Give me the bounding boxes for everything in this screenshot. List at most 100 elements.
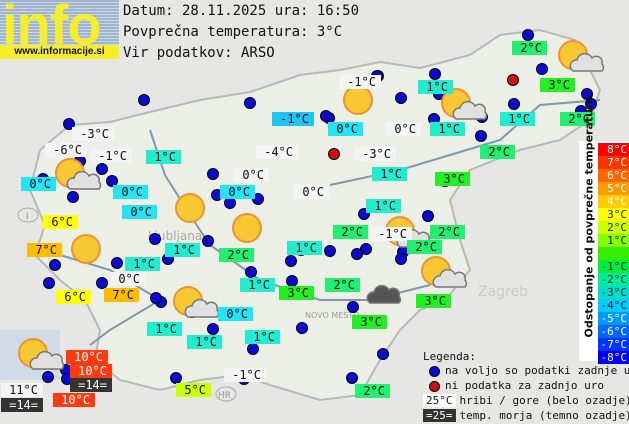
station-temperature: 0°C [386,122,421,136]
station-temperature: -6°C [45,143,87,157]
legend-station-missing: ni podatka za zadnjo uro [429,379,604,392]
station-dot[interactable] [581,88,593,100]
station-temperature: 0°C [294,185,329,199]
station-temperature: 7°C [104,288,139,302]
logo-url[interactable]: www.informacije.si [0,45,119,59]
station-dot[interactable] [508,98,520,110]
station-dot[interactable] [395,92,407,104]
legend-sea-text: temp. morja (temno ozadje) [459,409,629,422]
scale-cell: -2°C [598,273,629,286]
station-dot[interactable] [296,322,308,334]
station-dot[interactable] [49,259,61,271]
temperature-scale: Odstopanje od povprečne temperature: 8°C… [579,91,629,364]
station-temperature: 0°C [110,272,145,286]
station-dot[interactable] [202,235,214,247]
station-temperature: -1°C [90,149,132,163]
scale-cell: -3°C [598,286,629,299]
station-dot[interactable] [422,210,434,222]
map-label-novo-mesto: NOVO MESTO [305,311,360,320]
station-temperature: 0°C [122,205,157,219]
station-dot[interactable] [247,343,259,355]
station-dot[interactable] [522,29,534,41]
station-dot[interactable] [395,253,407,265]
station-dot[interactable] [207,168,219,180]
map-label-ljubljana: Ljubljana [148,229,202,243]
station-temperature: 1°C [125,257,160,271]
sun-icon [66,229,122,277]
scale-cell: 6°C [598,169,629,182]
mountain-sample: 25°C [423,394,456,407]
station-dot[interactable] [324,245,336,257]
sun-icon [227,208,283,256]
station-dot[interactable] [320,110,332,122]
station-temperature: =14= [1,398,43,412]
scale-cell: -7°C [598,338,629,351]
station-dot[interactable] [96,277,108,289]
station-dot[interactable] [536,63,548,75]
map-label-hr: HR [218,391,231,401]
legend-station-ok-text: na voljo so podatki zadnje ure [445,364,629,377]
station-temperature: =14= [70,378,112,392]
station-dot[interactable] [138,94,150,106]
border-marker-hr [215,386,237,402]
legend-title: Legenda: [423,350,476,363]
station-temperature: 0°C [220,185,255,199]
station-dot[interactable] [429,68,441,80]
station-temperature: 1°C [430,122,465,136]
station-dot[interactable] [377,348,389,360]
station-dot[interactable] [285,255,297,267]
station-dot[interactable] [106,175,118,187]
legend-mountain: 25°C hribi / gore (belo ozadje) [423,394,629,407]
station-dot[interactable] [96,163,108,175]
station-temperature: 1°C [187,335,222,349]
station-dot[interactable] [346,372,358,384]
station-dot[interactable] [149,233,161,245]
station-dot[interactable] [67,191,79,203]
partly-cloudy-icon [52,155,108,203]
scale-cell: 5°C [598,182,629,195]
station-dot[interactable] [42,371,54,383]
station-temperature: 6°C [56,290,91,304]
partly-cloudy-icon [555,37,611,85]
station-temperature: 1°C [372,167,407,181]
station-temperature: 3°C [279,286,314,300]
scale-cell: 8°C [598,143,629,156]
scale-cell [598,247,629,260]
station-temperature: 2°C [407,240,442,254]
scale-cell: -5°C [598,312,629,325]
station-temperature: 11°C [1,383,43,397]
station-dot[interactable] [244,97,256,109]
station-dot[interactable] [347,301,359,313]
station-dot[interactable] [150,292,162,304]
station-temperature: 2°C [480,145,515,159]
legend-station-missing-text: ni podatka za zadnjo uro [445,379,604,392]
station-temperature: -1°C [224,368,266,382]
station-dot[interactable] [111,257,123,269]
station-temperature: 0°C [328,122,363,136]
station-dot[interactable] [245,266,257,278]
station-dot[interactable] [475,130,487,142]
map-label-zagreb: Zagreb [478,284,528,300]
map-label-it: I [26,212,29,222]
station-temperature: -1°C [272,112,314,126]
station-temperature: 1°C [165,243,200,257]
station-temperature: 3°C [416,294,451,308]
info-logo[interactable]: info www.informacije.si [0,0,119,59]
scale-title: Odstopanje od povprečne temperature: [582,91,596,338]
station-dot[interactable] [252,193,264,205]
station-dot-missing[interactable] [507,74,519,86]
river [149,129,431,301]
station-dot[interactable] [585,98,597,110]
station-temperature: 10°C [53,393,95,407]
station-temperature: 2°C [325,278,360,292]
station-dot[interactable] [43,277,55,289]
legend-station-ok: na voljo so podatki zadnje ure [429,364,629,377]
scale-cell: 1°C [598,234,629,247]
partly-cloudy-icon [418,253,474,301]
scale-cell: -8°C [598,351,629,364]
scale-cell: 3°C [598,208,629,221]
station-dot[interactable] [351,248,363,260]
station-temperature: 2°C [219,248,254,262]
station-dot[interactable] [207,323,219,335]
station-dot-missing[interactable] [328,148,340,160]
